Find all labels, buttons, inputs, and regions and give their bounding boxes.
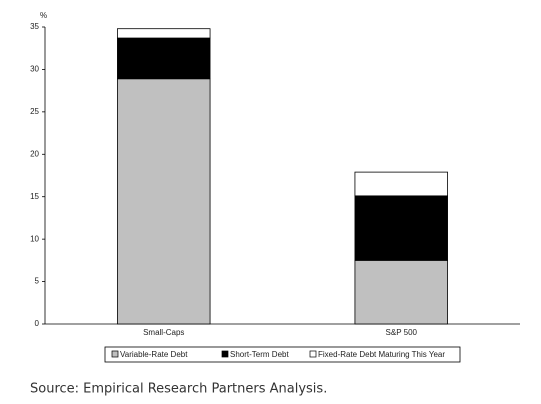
bar-segment (117, 78, 211, 325)
y-tick-label: 10 (30, 234, 39, 243)
bar-segment (117, 28, 211, 39)
y-tick-label: 0 (35, 319, 40, 328)
legend-label: Short-Term Debt (230, 350, 289, 359)
x-tick-label: S&P 500 (386, 328, 418, 337)
y-tick-label: 25 (30, 107, 39, 116)
y-tick-label: 35 (30, 22, 39, 31)
legend-swatch (111, 350, 119, 358)
bar-segment (117, 37, 211, 80)
x-tick-label: Small-Caps (143, 328, 184, 337)
legend-swatch (221, 350, 229, 358)
legend-label: Variable-Rate Debt (120, 350, 188, 359)
bar-segment (354, 171, 448, 197)
bar-segment (354, 259, 448, 325)
bar-segment (354, 195, 448, 261)
y-tick-label: 20 (30, 149, 39, 158)
y-tick-label: 30 (30, 65, 39, 74)
y-axis-label: % (40, 11, 47, 20)
y-tick-label: 15 (30, 192, 39, 201)
legend-box (104, 346, 461, 363)
legend-swatch (309, 350, 317, 358)
source-note: Source: Empirical Research Partners Anal… (30, 382, 327, 397)
legend-label: Fixed-Rate Debt Maturing This Year (318, 350, 445, 359)
y-tick-label: 5 (35, 277, 40, 286)
